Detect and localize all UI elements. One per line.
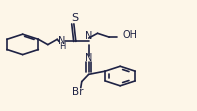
Text: N: N — [85, 53, 92, 63]
Text: Br: Br — [72, 87, 84, 97]
Text: S: S — [71, 13, 78, 23]
Text: N: N — [58, 36, 66, 46]
Text: N: N — [85, 31, 92, 41]
Text: H: H — [59, 42, 65, 51]
Text: OH: OH — [123, 30, 138, 40]
